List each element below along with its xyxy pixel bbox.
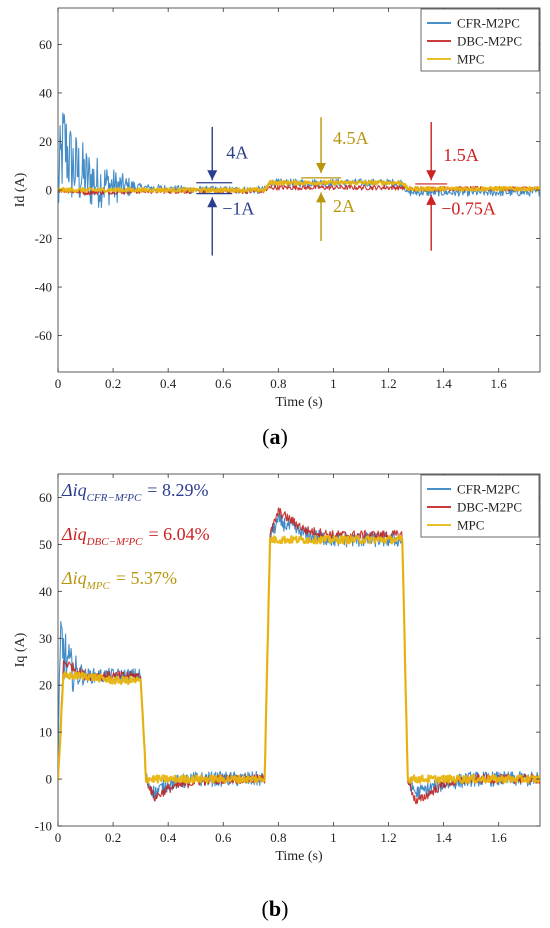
annot-subscript: CFR−M²PC: [87, 492, 142, 504]
legend-label-dbc-m2pc: DBC-M2PC: [457, 34, 522, 49]
legend-label-cfr-m2pc: CFR-M2PC: [457, 482, 520, 497]
series-line-cfr-m2pc: [58, 112, 540, 209]
x-tick-label: 0.4: [160, 830, 177, 845]
annot-delta-iq-2: ΔiqMPC = 5.37%: [61, 568, 177, 592]
annot-arrow-1-5a-head: [426, 170, 437, 181]
y-tick-label: -20: [35, 231, 52, 246]
caption-a: (a): [262, 424, 288, 449]
x-tick-label: 0: [55, 376, 62, 391]
legend-label-mpc: MPC: [457, 518, 484, 533]
x-tick-label: 0.6: [215, 830, 232, 845]
y-axis-label: Id (A): [13, 172, 28, 207]
annot-symbol: Δiq: [61, 568, 87, 588]
y-tick-label: 20: [39, 134, 52, 149]
legend-box: [420, 8, 540, 72]
x-tick-label: 0.2: [105, 830, 121, 845]
annot-1-5a: 1.5A: [443, 145, 479, 165]
y-tick-label: 40: [39, 584, 52, 599]
y-tick-label: 60: [39, 37, 52, 52]
chart-b-iq: 0 0.2 0.4 0.6 0.8 1 1.2 1.4 1.6-100102030405060T…: [13, 473, 541, 864]
x-tick-label: 1: [330, 376, 337, 391]
y-tick-label: -60: [35, 328, 52, 343]
annot-subscript: DBC−M²PC: [86, 536, 144, 548]
annot-subscript: MPC: [86, 580, 111, 592]
legend: CFR-M2PC DBC-M2PC MPC: [420, 8, 540, 72]
x-tick-label: 0.8: [270, 830, 286, 845]
annot-arrow-075a-head: [426, 194, 437, 205]
y-axis-label: Iq (A): [13, 632, 28, 667]
annot-4a: 4A: [226, 142, 248, 162]
y-tick-label: 40: [39, 85, 52, 100]
legend-label-dbc-m2pc: DBC-M2PC: [457, 500, 522, 515]
y-tick-label: 30: [39, 631, 52, 646]
x-tick-label: 1: [330, 830, 337, 845]
y-tick-label: 20: [39, 678, 52, 693]
annot-arrow-m1a-head: [207, 197, 218, 208]
x-tick-label: 1.6: [491, 830, 508, 845]
y-tick-label: -40: [35, 280, 52, 295]
legend: CFR-M2PC DBC-M2PC MPC: [420, 474, 540, 538]
annot-2a: 2A: [333, 196, 355, 216]
chart-a-id: 0 0.2 0.4 0.6 0.8 1 1.2 1.4 1.6 -60 -40 -20 0 20 40 60 T…: [13, 7, 541, 410]
annot-symbol: Δiq: [61, 480, 87, 500]
annot-value: = 8.29%: [147, 480, 208, 500]
x-tick-label: 1.4: [435, 830, 452, 845]
y-tick-label: 60: [39, 490, 52, 505]
y-tick-label: 10: [39, 725, 52, 740]
annot-arrow-4-5a-head: [316, 163, 327, 174]
legend-label-mpc: MPC: [457, 52, 484, 67]
y-tick-label: -10: [35, 819, 52, 834]
annot-delta-iq-1: ΔiqDBC−M²PC = 6.04%: [61, 524, 210, 548]
x-axis-label: Time (s): [275, 395, 323, 410]
annot-delta-iq-0: ΔiqCFR−M²PC = 8.29%: [61, 480, 208, 504]
x-tick-label: 1.2: [380, 376, 396, 391]
x-tick-label: 0.4: [160, 376, 177, 391]
annot-value: = 6.04%: [149, 524, 210, 544]
annot-minus1a: −1A: [222, 198, 254, 218]
x-tick-label: 0.6: [215, 376, 232, 391]
annot-minus0-75a: −0.75A: [441, 198, 496, 218]
x-tick-label: 0.8: [270, 376, 286, 391]
x-tick-label: 0: [55, 830, 62, 845]
plot-area: [58, 112, 540, 209]
plot-area: [58, 507, 540, 805]
annot-symbol: Δiq: [61, 524, 87, 544]
series-line-mpc: [58, 534, 540, 784]
y-tick-label: 50: [39, 537, 52, 552]
y-tick-label: 0: [46, 772, 53, 787]
y-tick-label: 0: [46, 183, 53, 198]
legend-box: [420, 474, 540, 538]
x-tick-label: 1.6: [491, 376, 508, 391]
annot-arrow-2a-head: [316, 192, 327, 203]
annot-4-5a: 4.5A: [333, 128, 369, 148]
annot-value: = 5.37%: [116, 568, 177, 588]
caption-b: (b): [261, 896, 289, 921]
x-axis-label: Time (s): [275, 849, 323, 864]
x-tick-label: 1.2: [380, 830, 396, 845]
legend-label-cfr-m2pc: CFR-M2PC: [457, 16, 520, 31]
x-tick-label: 0.2: [105, 376, 121, 391]
series-line-mpc: [58, 179, 540, 193]
x-tick-label: 1.4: [435, 376, 452, 391]
annot-arrow-4a-head: [207, 170, 218, 181]
